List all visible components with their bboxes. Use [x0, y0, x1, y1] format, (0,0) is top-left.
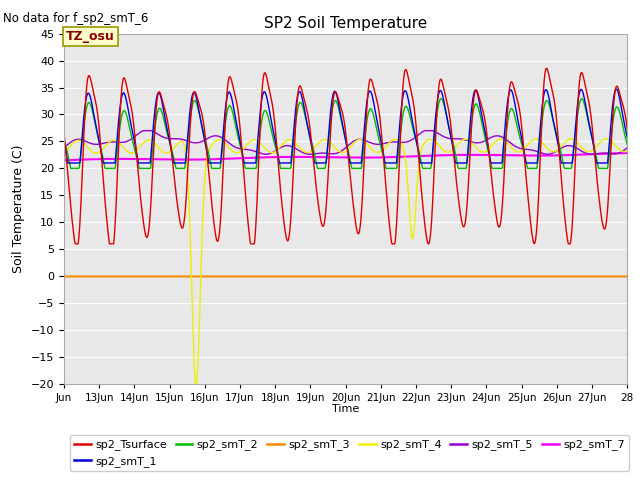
sp2_smT_2 — [67, 166, 74, 171]
sp2_smT_1 — [71, 160, 79, 166]
sp2_smT_7 — [161, 156, 168, 162]
sp2_smT_5 — [623, 145, 631, 151]
sp2_smT_4 — [192, 384, 200, 390]
sp2_Tsurface — [72, 241, 79, 247]
sp2_Tsurface — [60, 130, 68, 136]
sp2_smT_5 — [60, 145, 68, 151]
sp2_smT_7 — [315, 154, 323, 160]
sp2_Tsurface — [449, 139, 456, 144]
sp2_smT_3 — [60, 274, 68, 279]
sp2_smT_5 — [140, 128, 147, 133]
sp2_smT_1 — [623, 134, 631, 140]
sp2_smT_5 — [449, 136, 457, 142]
sp2_smT_3 — [348, 274, 356, 279]
sp2_smT_5 — [262, 151, 269, 157]
sp2_smT_4 — [349, 142, 356, 147]
sp2_smT_4 — [315, 140, 323, 145]
Line: sp2_smT_2: sp2_smT_2 — [64, 98, 627, 168]
sp2_smT_3 — [623, 274, 631, 279]
sp2_smT_7 — [60, 157, 68, 163]
sp2_Tsurface — [71, 238, 79, 243]
sp2_Tsurface — [543, 65, 550, 71]
Line: sp2_smT_1: sp2_smT_1 — [64, 89, 627, 163]
sp2_smT_1 — [612, 86, 620, 92]
sp2_smT_2 — [449, 139, 457, 145]
Legend: sp2_Tsurface, sp2_smT_1, sp2_smT_2, sp2_smT_3, sp2_smT_4, sp2_smT_5, sp2_smT_7: sp2_Tsurface, sp2_smT_1, sp2_smT_2, sp2_… — [70, 435, 629, 471]
sp2_smT_4 — [161, 150, 168, 156]
sp2_smT_7 — [71, 157, 79, 163]
sp2_smT_7 — [587, 151, 595, 157]
sp2_smT_5 — [316, 150, 323, 156]
sp2_Tsurface — [349, 195, 356, 201]
sp2_Tsurface — [161, 108, 169, 113]
sp2_smT_3 — [315, 274, 323, 279]
sp2_smT_3 — [71, 274, 79, 279]
sp2_smT_7 — [623, 150, 631, 156]
sp2_smT_2 — [623, 142, 631, 147]
sp2_smT_2 — [161, 122, 169, 128]
sp2_smT_4 — [71, 139, 79, 144]
sp2_smT_2 — [315, 166, 323, 171]
Line: sp2_smT_4: sp2_smT_4 — [64, 139, 627, 387]
Line: sp2_Tsurface: sp2_Tsurface — [64, 68, 627, 244]
Line: sp2_smT_7: sp2_smT_7 — [64, 153, 627, 160]
sp2_Tsurface — [623, 126, 631, 132]
sp2_smT_4 — [60, 149, 68, 155]
sp2_Tsurface — [315, 206, 323, 212]
sp2_smT_5 — [161, 135, 169, 141]
sp2_smT_3 — [448, 274, 456, 279]
sp2_smT_2 — [349, 166, 356, 171]
sp2_smT_1 — [449, 143, 456, 148]
sp2_smT_7 — [448, 152, 456, 158]
Line: sp2_smT_5: sp2_smT_5 — [64, 131, 627, 154]
X-axis label: Time: Time — [332, 405, 359, 414]
sp2_smT_2 — [71, 166, 79, 171]
Y-axis label: Soil Temperature (C): Soil Temperature (C) — [12, 144, 25, 273]
sp2_smT_4 — [623, 148, 631, 154]
sp2_smT_1 — [60, 139, 68, 144]
Text: No data for f_sp2_smT_6: No data for f_sp2_smT_6 — [3, 12, 148, 25]
sp2_smT_5 — [349, 139, 356, 144]
sp2_smT_7 — [348, 155, 356, 160]
sp2_smT_2 — [437, 96, 445, 101]
sp2_smT_1 — [64, 160, 72, 166]
Title: SP2 Soil Temperature: SP2 Soil Temperature — [264, 16, 428, 31]
sp2_smT_1 — [349, 160, 356, 166]
sp2_smT_5 — [588, 151, 595, 157]
sp2_smT_1 — [588, 131, 595, 137]
sp2_smT_4 — [603, 136, 611, 142]
sp2_smT_5 — [71, 137, 79, 143]
sp2_smT_3 — [161, 274, 168, 279]
sp2_smT_3 — [587, 274, 595, 279]
sp2_smT_4 — [449, 147, 456, 153]
sp2_smT_2 — [588, 133, 595, 139]
sp2_smT_1 — [161, 116, 169, 121]
sp2_Tsurface — [588, 119, 595, 125]
sp2_smT_1 — [315, 160, 323, 166]
Text: TZ_osu: TZ_osu — [66, 30, 115, 43]
sp2_smT_4 — [588, 148, 595, 154]
sp2_smT_2 — [60, 136, 68, 142]
